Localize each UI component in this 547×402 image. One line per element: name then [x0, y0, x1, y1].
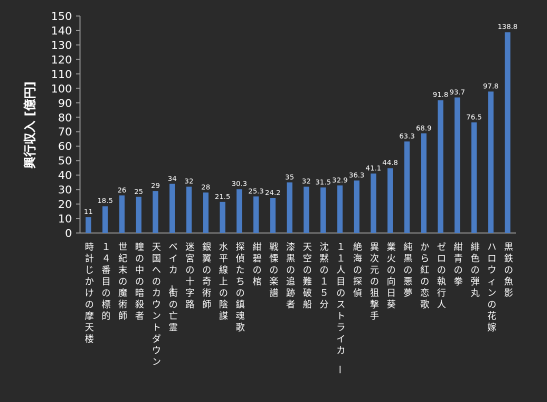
category-label: 天国へのカウントダウン — [152, 243, 161, 368]
category-label: ベイカー街の亡霊 — [166, 243, 178, 334]
bar — [270, 197, 276, 233]
bar — [504, 32, 511, 233]
data-label: 32.9 — [332, 176, 348, 184]
data-label: 93.7 — [450, 88, 466, 96]
category-label: ゼロの執行人 — [437, 241, 446, 311]
category-label: 業火の向日葵 — [387, 241, 396, 311]
category-label: 迷宮の十字路 — [185, 241, 194, 311]
data-label: 25 — [134, 188, 143, 196]
y-tick-label: 130 — [51, 39, 72, 52]
bar — [152, 191, 159, 233]
data-label: 138.8 — [498, 23, 518, 31]
category-label: 沈黙の１５分 — [320, 241, 329, 311]
data-label: 11 — [84, 208, 93, 216]
category-label: 時計じかけの摩天楼 — [85, 242, 94, 345]
data-label: 21.5 — [215, 193, 231, 201]
y-tick-label: 100 — [51, 82, 72, 95]
category-label: 紺碧の棺 — [253, 241, 262, 288]
bar — [303, 186, 310, 233]
category-label: 瞳の中の暗殺者 — [135, 241, 144, 322]
y-axis-label: 興行収入 [億円] — [22, 81, 37, 168]
bar — [370, 173, 377, 233]
data-label: 63.3 — [399, 132, 415, 140]
y-tick-label: 150 — [51, 10, 72, 23]
data-label: 44.8 — [382, 159, 398, 167]
bar — [471, 122, 477, 233]
bar — [454, 97, 461, 234]
category-label: 紺青の拳 — [454, 241, 463, 288]
data-label: 28 — [201, 183, 210, 191]
y-tick-label: 140 — [51, 24, 72, 37]
y-tick-label: 0 — [65, 227, 72, 240]
bar — [404, 141, 410, 233]
bar — [135, 196, 142, 233]
data-label: 25.3 — [248, 187, 264, 195]
data-label: 91.8 — [433, 91, 449, 99]
y-tick-label: 40 — [58, 169, 72, 182]
bar — [219, 201, 226, 233]
bar — [421, 133, 427, 233]
data-label: 31.5 — [315, 178, 331, 186]
data-label: 35 — [285, 173, 294, 181]
category-label: 探偵たちの鎮魂歌 — [236, 241, 245, 334]
y-tick-label: 30 — [58, 184, 72, 197]
bar — [186, 186, 192, 233]
y-tick-label: 80 — [58, 111, 72, 124]
data-label: 32 — [302, 178, 311, 186]
data-label: 36.3 — [349, 171, 365, 179]
bar — [253, 196, 259, 233]
data-label: 97.8 — [483, 83, 499, 91]
data-label: 34 — [168, 175, 177, 183]
data-label: 32 — [185, 178, 194, 186]
bar — [236, 189, 243, 233]
category-label: 戦慄の楽譜 — [269, 241, 278, 299]
y-tick-label: 20 — [58, 198, 72, 211]
bar — [387, 168, 393, 233]
bar — [102, 206, 108, 233]
category-label: １４番目の標的 — [102, 243, 111, 322]
y-tick-label: 50 — [58, 155, 72, 168]
data-label: 29 — [151, 182, 160, 190]
data-label: 68.9 — [416, 124, 432, 132]
bar — [488, 91, 494, 234]
data-label: 30.3 — [232, 180, 248, 188]
category-label: 黒鉄の魚影 — [504, 242, 513, 299]
bar — [85, 217, 92, 233]
y-tick-label: 120 — [51, 53, 72, 66]
data-label: 18.5 — [97, 197, 113, 205]
data-label: 26 — [117, 186, 126, 194]
y-tick-label: 90 — [58, 97, 72, 110]
bar — [203, 192, 209, 233]
y-tick-label: 110 — [51, 68, 72, 81]
y-tick-label: 60 — [58, 140, 72, 153]
data-label: 24.2 — [265, 189, 281, 197]
data-label: 41.1 — [366, 165, 382, 173]
category-label: １１人目のストライカー — [333, 243, 345, 374]
category-label: 異次元の狙撃手 — [370, 242, 379, 322]
category-label: ハロウィンの花嫁 — [487, 243, 496, 334]
category-label: から紅の恋歌 — [420, 242, 429, 311]
bar — [320, 187, 326, 233]
bar — [119, 195, 125, 233]
bar — [437, 100, 444, 233]
bar — [169, 183, 175, 233]
category-label: 緋色の弾丸 — [471, 241, 480, 299]
y-tick-label: 70 — [58, 126, 72, 139]
bar — [286, 182, 293, 233]
bar — [353, 180, 360, 233]
category-label: 世紀末の魔術師 — [118, 241, 127, 322]
category-label: 天空の難破船 — [303, 243, 312, 311]
category-label: 純黒の悪夢 — [403, 241, 412, 299]
bar — [337, 185, 343, 233]
data-label: 76.5 — [466, 113, 482, 121]
category-label: 銀翼の奇術師 — [202, 241, 211, 311]
y-tick-label: 10 — [58, 213, 72, 226]
category-label: 絶海の探偵 — [353, 241, 362, 299]
category-label: 水平線上の陰謀 — [219, 241, 228, 322]
category-label: 漆黒の追跡者 — [286, 241, 295, 311]
